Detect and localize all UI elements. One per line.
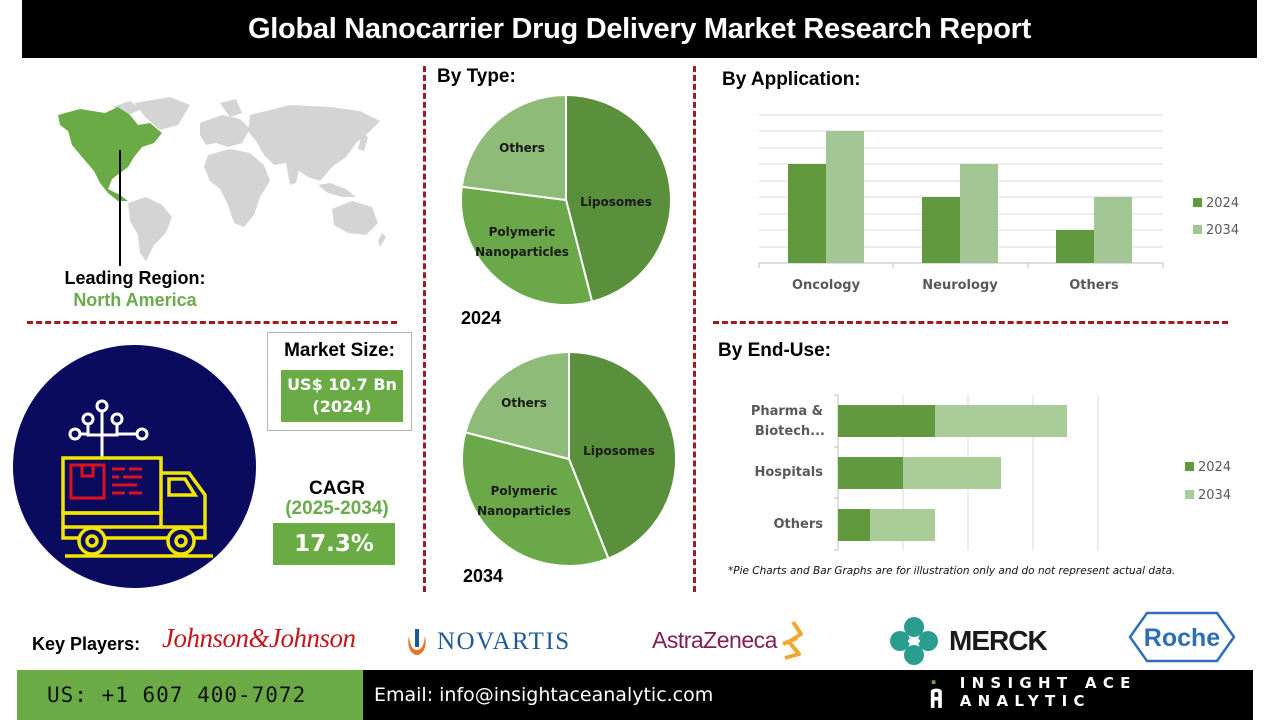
legend-2034: 2034: [1206, 223, 1239, 238]
report-header: Global Nanocarrier Drug Delivery Market …: [22, 0, 1257, 58]
pie-chart-2024: Liposomes Polymeric Nanoparticles Others: [460, 93, 672, 307]
pie-slice-liposomes: [565, 93, 672, 303]
market-size-year: (2024): [312, 397, 372, 416]
report-title: Global Nanocarrier Drug Delivery Market …: [248, 12, 1031, 45]
logo-merck: MERCK: [889, 616, 1048, 666]
pie-chart-2034: Liposomes Polymeric Nanoparticles Others: [461, 350, 678, 567]
divider-vertical-right: [693, 66, 696, 592]
bar-neurology-2024: [922, 197, 960, 263]
end-use-bar-chart: Pharma & Biotech... Hospitals Others 202…: [751, 394, 1231, 551]
legend-swatch-2024: [1193, 198, 1202, 207]
pie-slice-liposomes: [568, 350, 678, 560]
pie-label-polymeric-1: Polymeric: [489, 225, 556, 239]
astrazeneca-wordmark: AstraZeneca: [652, 626, 777, 653]
pie-label-liposomes: Liposomes: [580, 195, 652, 209]
region-leader-line: [119, 150, 121, 266]
key-players-label: Key Players:: [32, 634, 141, 654]
merck-wordmark: MERCK: [949, 625, 1048, 656]
insight-ace-logo-icon: [930, 680, 942, 708]
illustration-circle: [13, 345, 256, 588]
bar-hospitals-2024: [838, 457, 903, 489]
pie-year-2034: 2034: [463, 566, 504, 586]
cagr-period: (2025-2034): [285, 498, 389, 519]
bar-pharma-2024: [838, 405, 935, 437]
by-type-title: By Type:: [437, 66, 516, 87]
delivery-truck-icon: [61, 399, 213, 558]
bar-pharma-2034: [935, 405, 1067, 437]
contact-phone[interactable]: US: +1 607 400-7072: [47, 683, 307, 707]
pie-label-polymeric-2: Nanoparticles: [475, 245, 569, 259]
logo-astrazeneca: AstraZeneca: [652, 620, 807, 660]
novartis-wordmark: NOVARTIS: [437, 628, 571, 655]
brand-logo: INSIGHT ACE ANALYTIC: [929, 670, 1253, 720]
x-label-others: Others: [1069, 278, 1119, 293]
pie-label-polymeric-1: Polymeric: [491, 484, 558, 498]
footer-phone-bar: US: +1 607 400-7072: [17, 670, 363, 720]
y-label-pharma-2: Biotech...: [755, 424, 825, 439]
legend-swatch-2034: [1185, 490, 1194, 499]
y-label-pharma-1: Pharma &: [751, 404, 823, 419]
application-bar-chart: Oncology Neurology Others 2024 2034: [758, 114, 1239, 293]
by-end-use-title: By End-Use:: [718, 340, 831, 361]
astrazeneca-symbol-icon: [782, 620, 803, 660]
x-label-neurology: Neurology: [922, 278, 998, 293]
pie-slice-polymeric: [461, 431, 610, 567]
pie-label-others: Others: [501, 396, 547, 410]
merck-symbol-icon: [890, 617, 938, 665]
logo-johnson-johnson: Johnson&Johnson: [162, 623, 356, 653]
pie-slice-others: [460, 93, 567, 202]
by-application-title: By Application:: [722, 69, 861, 90]
pie-label-polymeric-2: Nanoparticles: [477, 504, 571, 518]
pie-label-liposomes: Liposomes: [583, 444, 655, 458]
divider-vertical-left: [423, 66, 426, 592]
legend-2024: 2024: [1198, 460, 1231, 475]
footer-email-bar: Email: info@insightaceanalytic.com INSIG…: [363, 670, 1253, 720]
bar-others-2024: [1056, 230, 1094, 263]
roche-wordmark: Roche: [1144, 624, 1221, 652]
brand-name: INSIGHT ACE ANALYTIC: [959, 674, 1137, 710]
pie-year-2024: 2024: [461, 308, 502, 328]
market-size-label: Market Size:: [284, 340, 395, 361]
pie-slice-others: [464, 350, 570, 461]
roche-hexagon-icon: [1128, 611, 1236, 663]
legend-swatch-2034: [1193, 225, 1202, 234]
market-size-card: Market Size: US$ 10.7 Bn (2024): [267, 332, 412, 431]
bar-others-2034: [870, 509, 935, 541]
world-map-icon: [50, 85, 390, 265]
pie-label-others: Others: [499, 141, 545, 155]
legend-2024: 2024: [1206, 196, 1239, 211]
cagr-value: 17.3%: [273, 523, 395, 565]
bar-others-2034: [1094, 197, 1132, 263]
market-size-amount: US$ 10.7 Bn: [287, 375, 397, 394]
logo-roche: Roche: [1127, 611, 1237, 663]
legend-2034: 2034: [1198, 488, 1231, 503]
bar-others-2024: [838, 509, 870, 541]
novartis-flame-icon: [408, 629, 426, 655]
bar-neurology-2034: [960, 164, 998, 263]
x-label-oncology: Oncology: [792, 278, 861, 293]
chart-disclaimer: *Pie Charts and Bar Graphs are for illus…: [728, 565, 1176, 577]
y-label-others: Others: [774, 517, 824, 532]
legend-swatch-2024: [1185, 462, 1194, 471]
cagr-label: CAGR: [309, 478, 365, 499]
market-size-value: US$ 10.7 Bn (2024): [281, 370, 403, 422]
y-label-hospitals: Hospitals: [755, 465, 824, 480]
bar-hospitals-2034: [903, 457, 1001, 489]
bar-oncology-2024: [788, 164, 826, 263]
divider-horizontal-right: [713, 321, 1228, 324]
contact-email[interactable]: Email: info@insightaceanalytic.com: [374, 684, 714, 706]
leading-region-value: North America: [73, 290, 197, 310]
divider-horizontal-left: [27, 321, 397, 324]
leading-region-label: Leading Region:: [64, 268, 206, 288]
pie-slice-polymeric: [460, 185, 594, 307]
logo-novartis: NOVARTIS: [405, 626, 571, 658]
bar-oncology-2034: [826, 131, 864, 263]
